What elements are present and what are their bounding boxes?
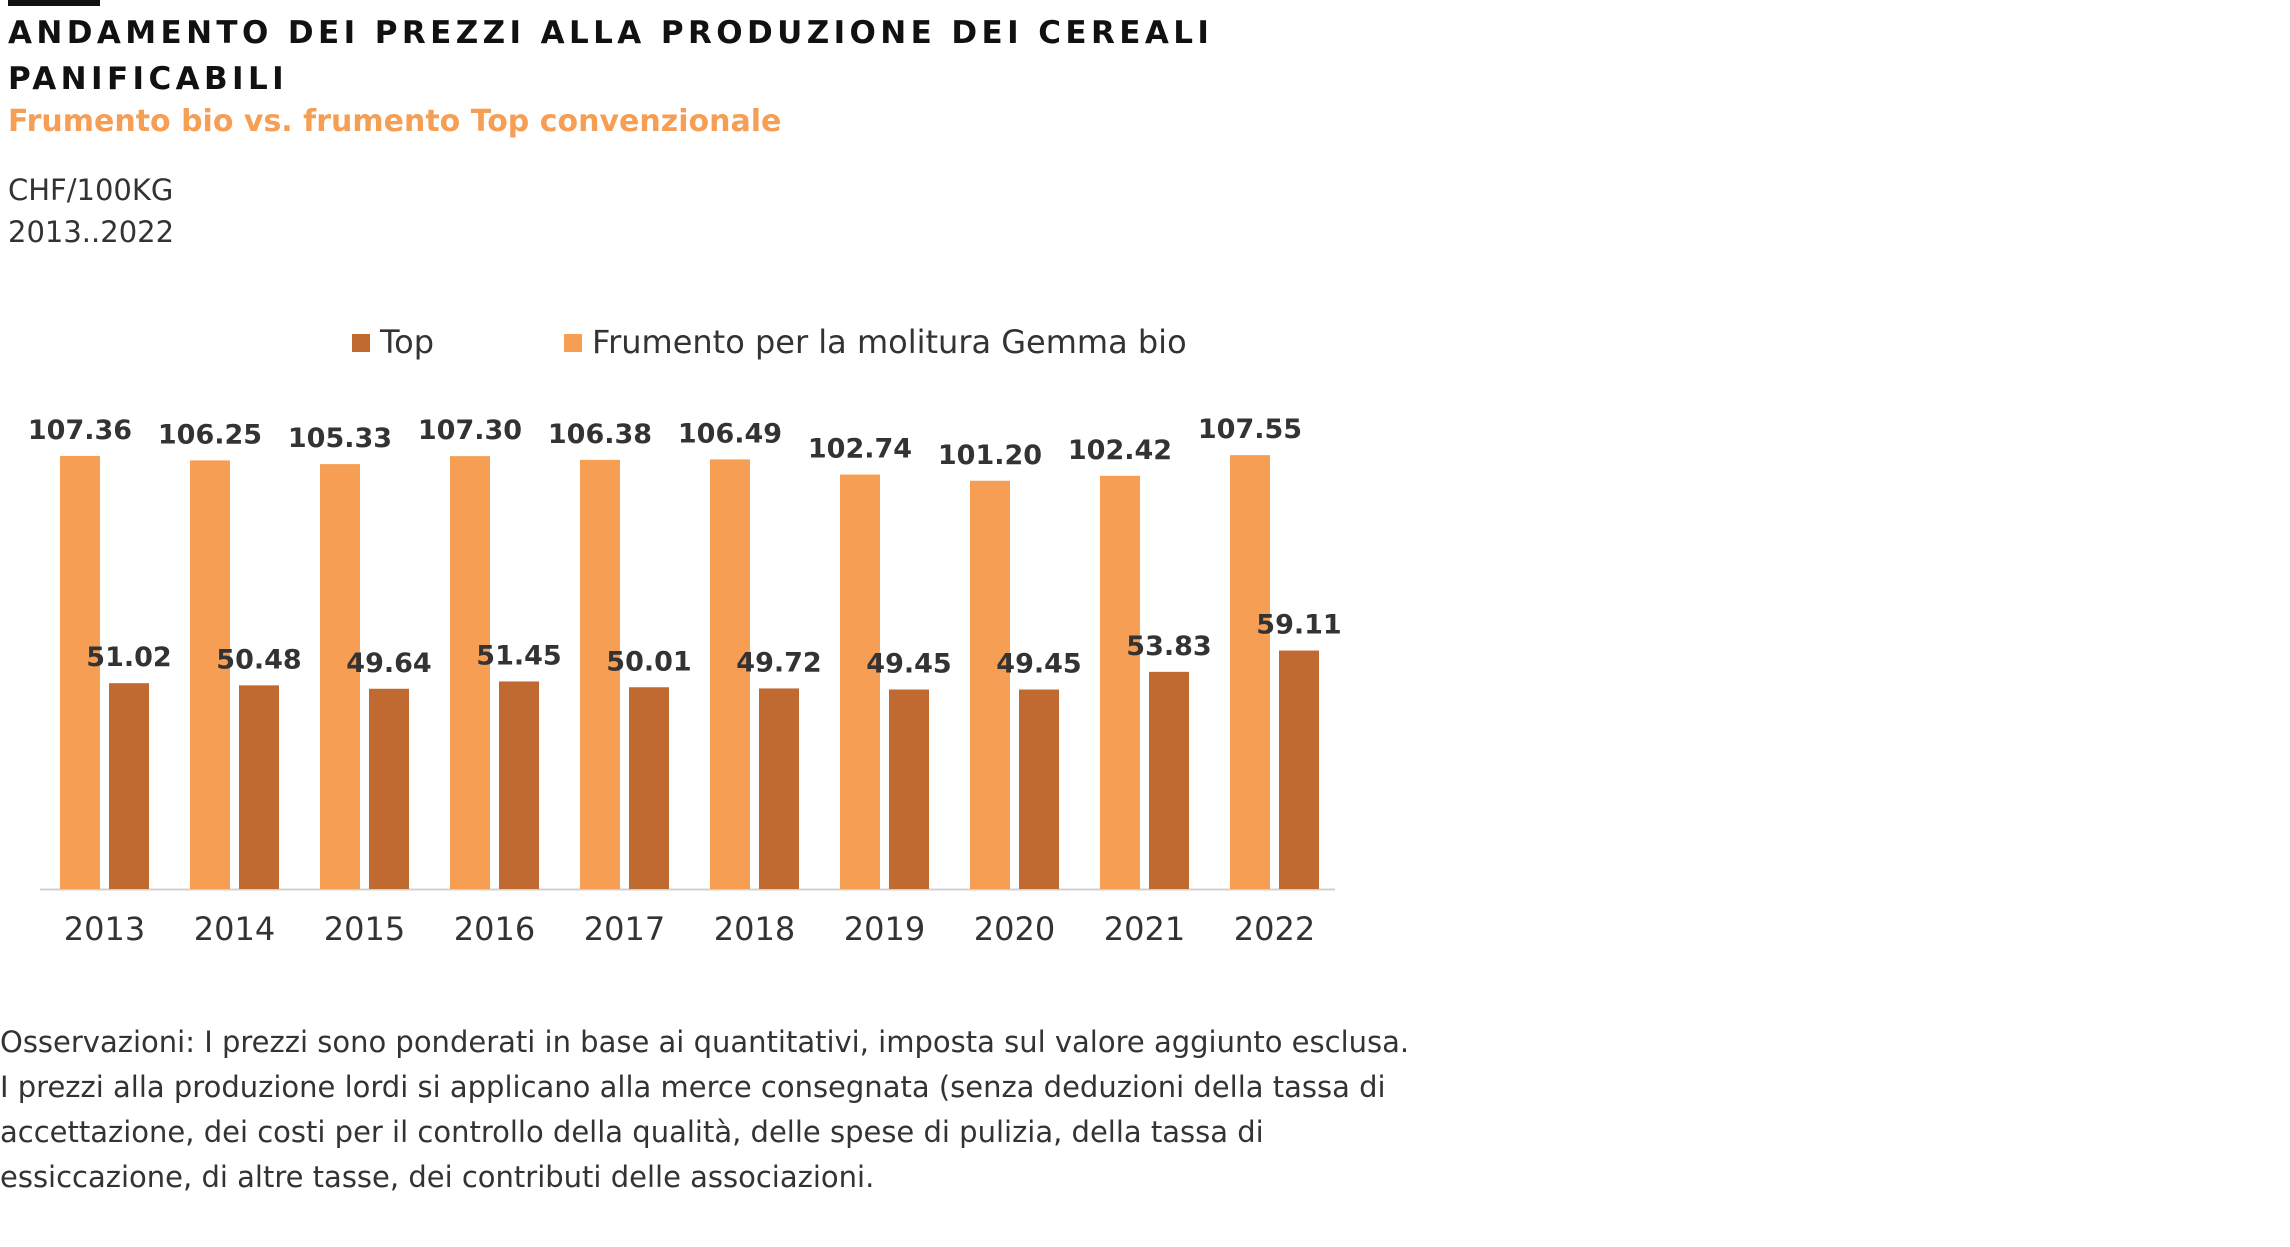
x-tick-label-2018: 2018 <box>714 910 795 948</box>
bar-chart: Top Frumento per la molitura Gemma bio 107… <box>28 323 1342 948</box>
chart-subtitle: Frumento bio vs. frumento Top convenzion… <box>8 104 782 139</box>
bar-top-2014 <box>239 685 279 889</box>
bar-top-2022 <box>1279 650 1319 889</box>
bar-bio-2018 <box>710 459 750 889</box>
bar-top-2016 <box>499 681 539 889</box>
legend-label-bio: Frumento per la molitura Gemma bio <box>592 323 1187 361</box>
bar-bio-2014 <box>190 460 230 889</box>
period-label: 2013..2022 <box>8 215 175 249</box>
x-tick-label-2017: 2017 <box>584 910 665 948</box>
bar-top-2018 <box>759 688 799 889</box>
x-tick-label-2013: 2013 <box>64 910 145 948</box>
data-label-top-2013: 51.02 <box>86 642 171 673</box>
title-accent-rule <box>8 0 100 6</box>
data-label-top-2017: 50.01 <box>606 646 691 677</box>
legend-label-top: Top <box>379 323 434 361</box>
x-tick-label-2014: 2014 <box>194 910 275 948</box>
bar-bio-2022 <box>1230 455 1270 889</box>
data-label-bio-2018: 106.49 <box>678 418 782 449</box>
bar-top-2020 <box>1019 689 1059 889</box>
chart-title: ANDAMENTO DEI PREZZI ALLA PRODUZIONE DEI… <box>8 15 1214 97</box>
x-tick-label-2015: 2015 <box>324 910 405 948</box>
x-tick-label-2016: 2016 <box>454 910 535 948</box>
x-tick-label-2021: 2021 <box>1104 910 1185 948</box>
bar-bio-2019 <box>840 474 880 889</box>
data-label-top-2016: 51.45 <box>476 640 561 671</box>
footnote: Osservazioni: I prezzi sono ponderati in… <box>0 1025 1410 1194</box>
data-label-bio-2021: 102.42 <box>1068 435 1172 466</box>
x-tick-label-2022: 2022 <box>1234 910 1315 948</box>
data-label-top-2020: 49.45 <box>996 649 1081 680</box>
legend-swatch-bio <box>564 334 582 352</box>
data-label-bio-2014: 106.25 <box>158 419 262 450</box>
data-label-top-2021: 53.83 <box>1126 631 1211 662</box>
bar-top-2021 <box>1149 671 1189 889</box>
bar-top-2019 <box>889 689 929 889</box>
data-label-bio-2019: 102.74 <box>808 434 912 465</box>
data-label-bio-2020: 101.20 <box>938 440 1042 471</box>
data-label-top-2015: 49.64 <box>346 648 431 679</box>
data-label-bio-2022: 107.55 <box>1198 414 1302 445</box>
bar-bio-2013 <box>60 455 100 889</box>
data-label-top-2019: 49.45 <box>866 649 951 680</box>
data-label-bio-2016: 107.30 <box>418 415 522 446</box>
bar-bio-2015 <box>320 464 360 889</box>
data-label-top-2022: 59.11 <box>1256 610 1341 641</box>
data-label-bio-2013: 107.36 <box>28 415 132 446</box>
unit-label: CHF/100KG <box>8 173 174 207</box>
x-tick-label-2019: 2019 <box>844 910 925 948</box>
bar-bio-2017 <box>580 459 620 889</box>
bar-bio-2016 <box>450 456 490 889</box>
data-label-bio-2017: 106.38 <box>548 419 652 450</box>
data-label-top-2018: 49.72 <box>736 647 821 678</box>
data-label-top-2014: 50.48 <box>216 644 301 675</box>
data-label-bio-2015: 105.33 <box>288 423 392 454</box>
bar-bio-2020 <box>970 480 1010 889</box>
bar-top-2013 <box>109 683 149 889</box>
bar-top-2017 <box>629 687 669 889</box>
legend-swatch-top <box>352 334 370 352</box>
x-tick-label-2020: 2020 <box>974 910 1055 948</box>
bar-top-2015 <box>369 688 409 889</box>
bar-bio-2021 <box>1100 475 1140 889</box>
